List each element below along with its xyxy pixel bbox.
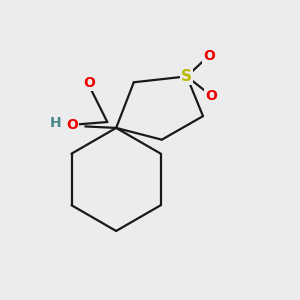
Text: O: O <box>66 118 78 132</box>
Text: O: O <box>84 76 96 90</box>
Text: H: H <box>50 116 61 130</box>
Text: O: O <box>205 88 217 103</box>
Text: O: O <box>203 49 215 63</box>
Text: S: S <box>181 69 192 84</box>
